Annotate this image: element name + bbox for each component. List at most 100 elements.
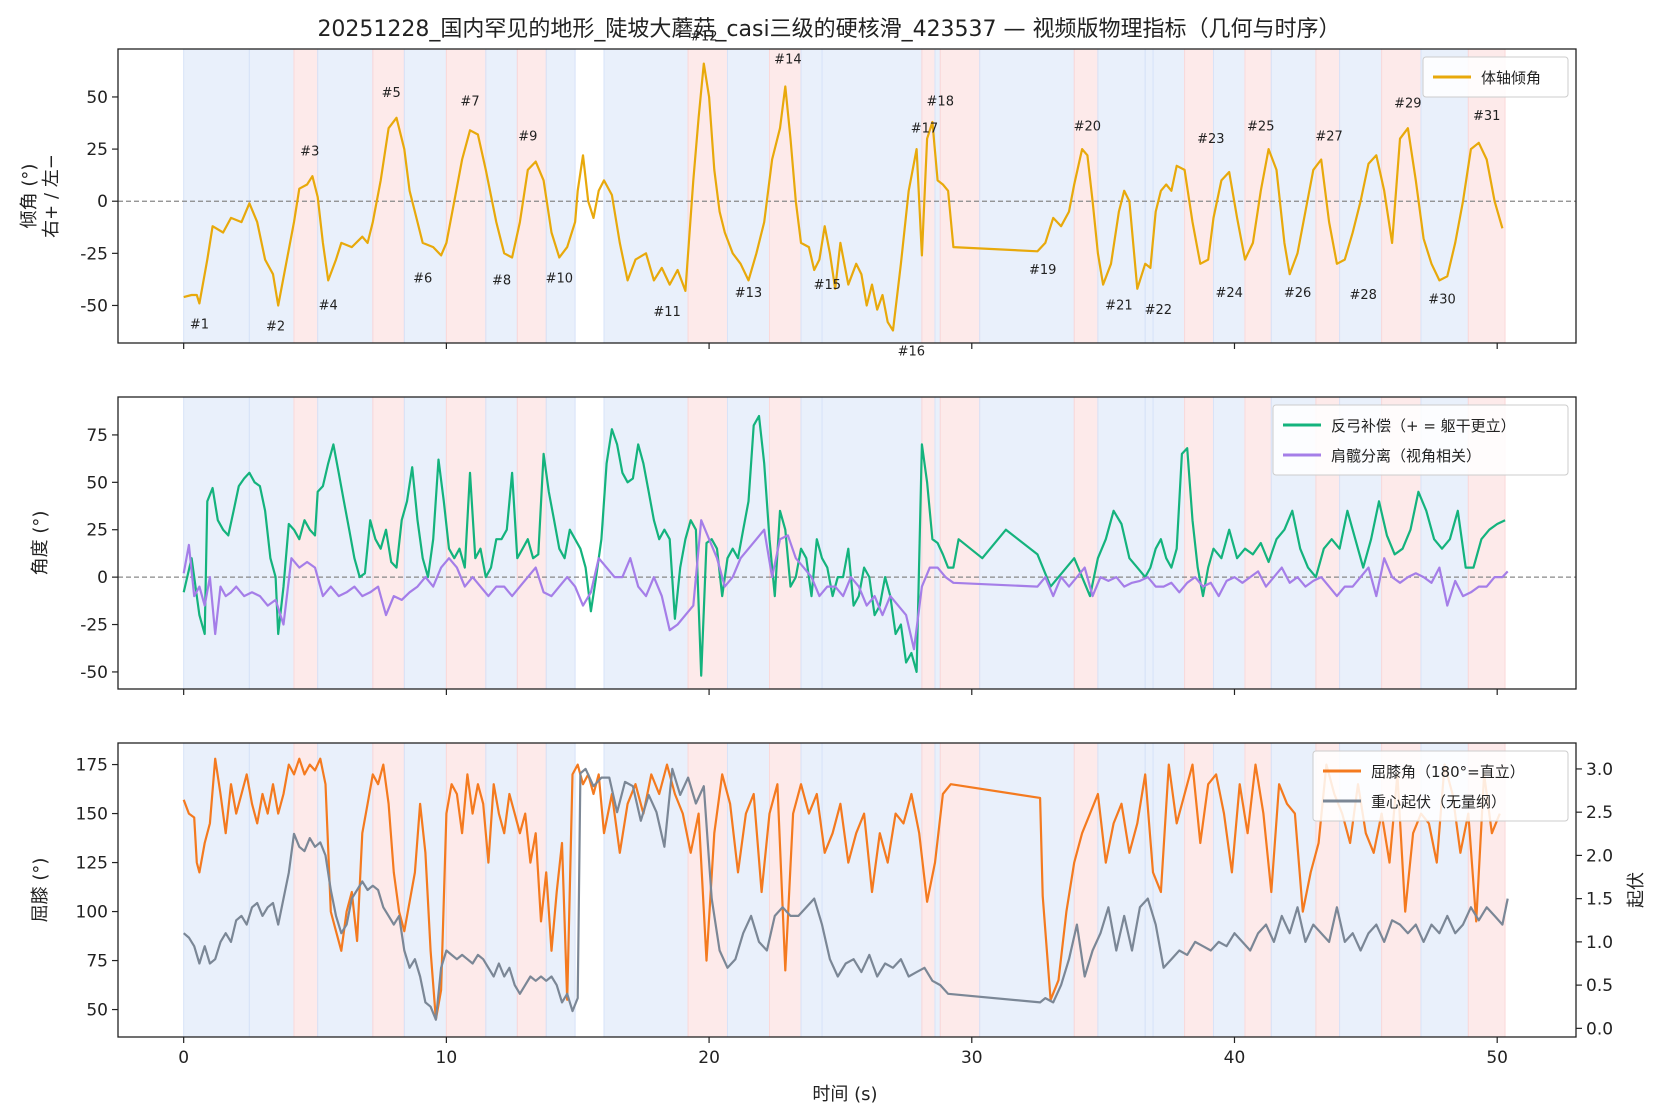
legend-box	[1272, 404, 1569, 476]
phase-band	[545, 49, 576, 343]
peak-label: #17	[911, 121, 938, 136]
y-right-tick-label: 0.0	[1586, 1019, 1613, 1039]
phase-band	[1244, 397, 1272, 689]
phase-band	[1184, 397, 1214, 689]
phase-band	[516, 743, 547, 1037]
series-group	[182, 414, 1509, 677]
peak-label: #18	[927, 94, 954, 109]
peak-label: #10	[546, 272, 573, 287]
panel-frame	[117, 48, 1577, 344]
x-tick-label: 20	[698, 1048, 720, 1068]
phase-band	[1152, 49, 1186, 343]
phase-band	[403, 397, 447, 689]
y-axis-label: 屈膝 (°)	[30, 858, 51, 923]
phase-band	[485, 397, 518, 689]
phase-band	[1381, 49, 1422, 343]
peak-label: #6	[413, 272, 432, 287]
panel-frame	[117, 396, 1577, 690]
legend-label: 肩髋分离（视角相关）	[1331, 447, 1481, 465]
phase-band	[1420, 49, 1469, 343]
peak-label: #21	[1105, 299, 1132, 314]
peak-label: #14	[774, 53, 801, 68]
y-tick-label: -25	[80, 244, 108, 264]
series-line-knee	[182, 757, 1501, 1021]
phase-band	[603, 743, 689, 1037]
phase-band	[934, 49, 941, 343]
phase-band	[516, 49, 547, 343]
y-right-tick-label: 2.5	[1586, 803, 1613, 823]
series-line-com	[182, 767, 1509, 1021]
peak-label: #5	[382, 86, 401, 101]
phase-band	[248, 49, 295, 343]
x-tick-label: 0	[178, 1048, 189, 1068]
legend-box	[1312, 750, 1569, 822]
x-tick-label: 50	[1486, 1048, 1508, 1068]
series-group	[182, 757, 1509, 1021]
phase-band	[1184, 743, 1214, 1037]
peak-label: #12	[690, 30, 717, 45]
phase-band	[545, 397, 576, 689]
phase-band	[769, 743, 802, 1037]
y-axis-label: 角度 (°)	[30, 511, 51, 576]
y-tick-label: 50	[86, 88, 108, 108]
chart-title: 20251228_国内罕见的地形_陡坡大蘑菇_casi三级的硬核滑_423537…	[317, 17, 1340, 42]
y-tick-label: -25	[80, 616, 108, 636]
phase-band	[516, 397, 547, 689]
peak-label: #1	[190, 317, 209, 332]
legend-box	[1422, 56, 1569, 98]
legend: 屈膝角（180°=直立） 重心起伏（无量纲）	[1312, 750, 1569, 822]
y-axis-label: 右+ / 左−	[41, 154, 62, 238]
legend: 反弓补偿（+ = 躯干更立） 肩髋分离（视角相关）	[1272, 404, 1569, 476]
phase-band	[939, 743, 981, 1037]
y-tick-label: 25	[86, 140, 108, 160]
x-tick-label: 40	[1224, 1048, 1246, 1068]
peak-label: #3	[300, 144, 319, 159]
phase-band	[293, 397, 319, 689]
phase-band	[485, 743, 518, 1037]
phase-band	[1073, 397, 1099, 689]
peak-label: #24	[1216, 286, 1243, 301]
y-right-tick-label: 3.0	[1586, 760, 1613, 780]
y-tick-label: 25	[86, 521, 108, 541]
phase-band	[317, 397, 374, 689]
phase-band	[769, 49, 802, 343]
phase-band	[293, 743, 319, 1037]
peak-label: #22	[1145, 303, 1172, 318]
phase-band	[183, 743, 250, 1037]
phase-band	[921, 397, 936, 689]
y-tick-label: -50	[80, 296, 108, 316]
peak-label: #20	[1074, 119, 1101, 134]
legend-label: 屈膝角（180°=直立）	[1371, 763, 1525, 781]
peak-label: #15	[814, 278, 841, 293]
phase-band	[183, 397, 250, 689]
y-tick-label: 50	[86, 1001, 108, 1021]
peak-label: #31	[1473, 109, 1500, 124]
peak-label: #4	[319, 299, 338, 314]
phase-band	[939, 397, 981, 689]
phase-band	[726, 49, 771, 343]
y-tick-label: 175	[76, 756, 108, 776]
phase-band	[726, 397, 771, 689]
y-tick-label: 50	[86, 473, 108, 493]
y-tick-label: 75	[86, 426, 108, 446]
series-group	[183, 62, 1504, 332]
peak-label: #2	[266, 319, 285, 334]
phase-band	[445, 49, 487, 343]
y-right-tick-label: 2.0	[1586, 846, 1613, 866]
peak-label: #25	[1247, 119, 1274, 134]
series-line-lean	[183, 62, 1504, 332]
y-tick-label: -50	[80, 663, 108, 683]
phase-band	[1097, 743, 1146, 1037]
peak-label: #27	[1315, 130, 1342, 145]
y-right-tick-label: 1.0	[1586, 933, 1613, 953]
peak-label: #8	[492, 274, 511, 289]
phase-band	[1467, 49, 1506, 343]
y-tick-label: 0	[97, 192, 108, 212]
phase-band	[726, 743, 771, 1037]
peak-label: #19	[1029, 263, 1056, 278]
peak-label: #9	[518, 130, 537, 145]
y-right-tick-label: 1.5	[1586, 890, 1613, 910]
phase-band	[1212, 49, 1246, 343]
